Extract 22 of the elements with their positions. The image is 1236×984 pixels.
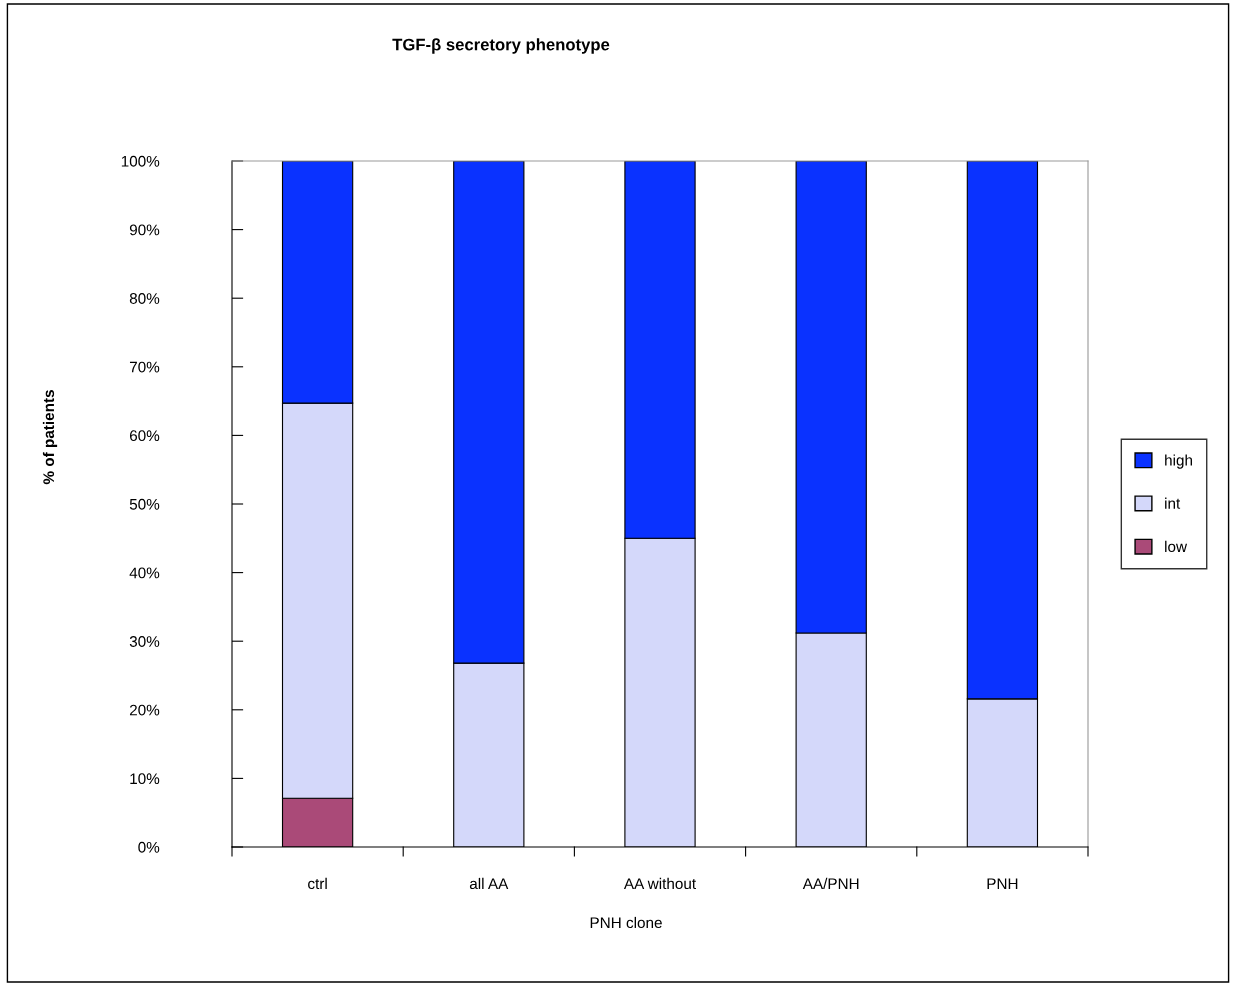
x-tick-label: AA without (623, 877, 696, 890)
y-tick-label: 60% (129, 430, 160, 442)
y-axis-title: % of patients (42, 390, 58, 485)
legend-label: high (1165, 454, 1192, 469)
y-tick-label: 70% (129, 361, 160, 373)
x-axis-title: PNH clone (590, 916, 662, 929)
x-tick-label: PNH (987, 878, 1018, 889)
x-tick-label: all AA (469, 877, 509, 890)
x-tick-label: ctrl (308, 877, 327, 890)
y-tick-label: 90% (129, 224, 160, 236)
y-tick-label: 20% (129, 704, 160, 716)
y-tick-label: 0% (138, 841, 160, 853)
legend-label: int (1165, 497, 1181, 509)
y-tick-label: 80% (129, 293, 160, 304)
y-tick-label: 10% (130, 773, 160, 785)
chart-title: TGF-β secretory phenotype (392, 38, 610, 54)
y-tick-label: 50% (129, 498, 160, 510)
x-tick-label: AA/PNH (802, 877, 859, 890)
y-tick-label: 100% (121, 155, 160, 167)
y-tick-label: 30% (129, 636, 160, 647)
legend-label: low (1165, 540, 1188, 553)
y-tick-label: 40% (129, 567, 160, 579)
